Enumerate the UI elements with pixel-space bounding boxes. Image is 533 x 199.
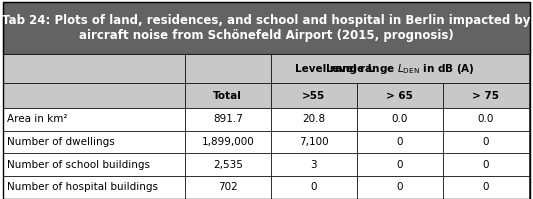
Text: 7,100: 7,100: [299, 137, 328, 147]
Text: 0: 0: [397, 160, 403, 170]
Bar: [443, 108, 529, 131]
Bar: [443, 131, 529, 153]
Text: 0: 0: [311, 182, 317, 192]
Text: Number of dwellings: Number of dwellings: [7, 137, 115, 147]
Bar: [185, 83, 271, 108]
Bar: [3, 176, 185, 199]
Text: 0.0: 0.0: [478, 114, 494, 124]
Bar: [271, 83, 357, 108]
Bar: [443, 176, 529, 199]
Bar: [357, 153, 443, 176]
Text: 0: 0: [482, 182, 489, 192]
Bar: [185, 108, 271, 131]
Text: 0: 0: [397, 182, 403, 192]
Bar: [357, 131, 443, 153]
Bar: [3, 2, 530, 54]
Text: Area in km²: Area in km²: [7, 114, 68, 124]
Bar: [185, 153, 271, 176]
Text: 702: 702: [218, 182, 238, 192]
Text: Total: Total: [213, 91, 242, 101]
Bar: [357, 108, 443, 131]
Text: 20.8: 20.8: [302, 114, 325, 124]
Bar: [3, 153, 185, 176]
Bar: [357, 83, 443, 108]
Text: >55: >55: [302, 91, 325, 101]
Text: Level range $L_{\mathrm{DEN}}$ in dB (A): Level range $L_{\mathrm{DEN}}$ in dB (A): [325, 62, 474, 76]
Bar: [271, 108, 357, 131]
Text: 3: 3: [310, 160, 317, 170]
Text: 0: 0: [397, 137, 403, 147]
Text: Number of hospital buildings: Number of hospital buildings: [7, 182, 158, 192]
Text: 891.7: 891.7: [213, 114, 243, 124]
Bar: [443, 153, 529, 176]
Text: 2,535: 2,535: [213, 160, 243, 170]
Bar: [443, 83, 529, 108]
Bar: [3, 131, 185, 153]
Bar: [3, 108, 185, 131]
Bar: [3, 54, 185, 83]
Bar: [185, 176, 271, 199]
Text: Level range L: Level range L: [295, 64, 375, 74]
Bar: [185, 54, 271, 83]
Bar: [271, 54, 529, 83]
Bar: [271, 176, 357, 199]
Bar: [357, 176, 443, 199]
Bar: [271, 131, 357, 153]
Text: 0: 0: [482, 160, 489, 170]
Text: > 75: > 75: [472, 91, 499, 101]
Bar: [271, 153, 357, 176]
Bar: [185, 131, 271, 153]
Text: 0: 0: [482, 137, 489, 147]
Text: Number of school buildings: Number of school buildings: [7, 160, 150, 170]
Bar: [3, 83, 185, 108]
Text: 1,899,000: 1,899,000: [201, 137, 254, 147]
Text: > 65: > 65: [386, 91, 413, 101]
Text: 0.0: 0.0: [392, 114, 408, 124]
Text: Tab 24: Plots of land, residences, and school and hospital in Berlin impacted by: Tab 24: Plots of land, residences, and s…: [2, 14, 531, 42]
